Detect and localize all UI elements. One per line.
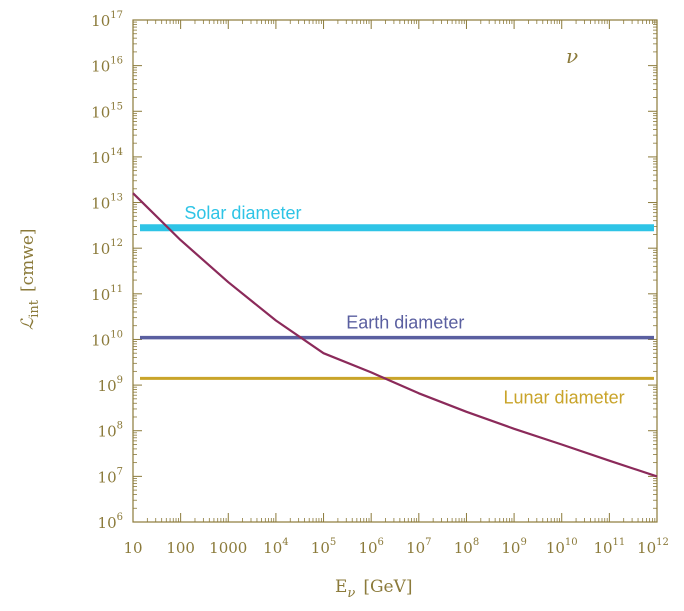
reference-line-label: Solar diameter <box>184 203 301 223</box>
plot-frame <box>132 19 658 523</box>
y-tick-label: 1012 <box>91 238 123 258</box>
major-ticks <box>132 19 658 523</box>
y-tick-label: 1017 <box>91 10 123 30</box>
x-tick-label: 104 <box>263 537 288 557</box>
x-tick-label: 1011 <box>593 537 625 557</box>
y-tick-label: 1016 <box>91 56 123 76</box>
x-tick-label: 106 <box>358 537 383 557</box>
x-tick-label: 10 <box>123 539 142 557</box>
minor-ticks <box>133 20 657 522</box>
x-tick-labels: 10 100 1000 104 105 106 107 108 109 1010 1011 1012 <box>123 537 668 557</box>
x-tick-label: 105 <box>311 537 336 557</box>
x-tick-label: 1000 <box>209 539 247 557</box>
y-tick-label: 107 <box>98 466 123 486</box>
y-tick-labels: 106 107 108 109 1010 1011 1012 1013 1014 1015 1016… <box>91 10 123 532</box>
y-tick-label: 1015 <box>91 101 123 121</box>
x-tick-label: 100 <box>166 539 195 557</box>
y-tick-label: 1013 <box>91 193 123 213</box>
nu-annotation: ν <box>566 44 578 68</box>
x-tick-label: 107 <box>406 537 431 557</box>
y-tick-label: 1014 <box>91 147 123 167</box>
reference-labels: Solar diameter Earth diameter Lunar diamet… <box>184 203 624 408</box>
reference-line-label: Earth diameter <box>346 313 464 333</box>
y-axis-title: ℒint[cmwe] <box>18 228 42 330</box>
reference-lines <box>140 224 654 380</box>
series-lines <box>132 192 658 478</box>
x-tick-label: 1012 <box>637 537 669 557</box>
x-tick-label: 109 <box>501 537 526 557</box>
y-tick-label: 1011 <box>91 284 123 304</box>
x-tick-label: 108 <box>454 537 479 557</box>
interaction-length-curve <box>132 192 658 478</box>
y-tick-label: 1010 <box>91 329 123 349</box>
x-tick-label: 1010 <box>546 537 578 557</box>
x-axis-title: Eν [GeV] <box>335 577 413 601</box>
y-tick-label: 108 <box>98 421 123 441</box>
reference-line-label: Lunar diameter <box>504 387 625 407</box>
y-tick-label: 109 <box>98 375 123 395</box>
y-tick-label: 106 <box>98 512 123 532</box>
